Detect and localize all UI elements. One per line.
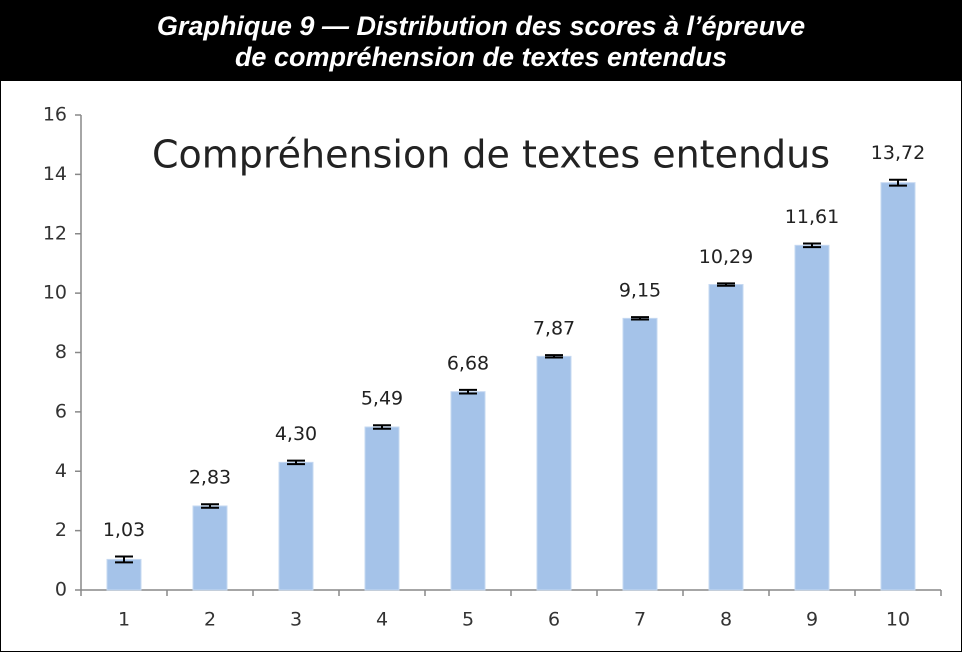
data-label: 13,72 bbox=[871, 142, 925, 164]
bar bbox=[708, 284, 744, 591]
bar bbox=[192, 505, 228, 591]
header-title: Graphique 9 — Distribution des scores à … bbox=[1, 1, 961, 81]
bar bbox=[794, 244, 830, 591]
data-label: 2,83 bbox=[189, 467, 231, 489]
x-tick-label: 4 bbox=[376, 609, 388, 631]
bar bbox=[536, 355, 572, 591]
x-tick-label: 2 bbox=[204, 609, 216, 631]
bar bbox=[278, 461, 314, 591]
x-tick-label: 10 bbox=[886, 609, 910, 631]
x-tick-label: 8 bbox=[720, 609, 732, 631]
data-label: 10,29 bbox=[699, 246, 753, 268]
y-tick-label: 2 bbox=[55, 519, 67, 541]
y-tick-label: 8 bbox=[55, 341, 67, 363]
data-label: 7,87 bbox=[533, 318, 575, 340]
y-tick-label: 10 bbox=[43, 282, 67, 304]
data-label: 1,03 bbox=[103, 519, 145, 541]
data-label: 5,49 bbox=[361, 388, 403, 410]
y-tick-label: 16 bbox=[43, 104, 67, 126]
chart: Compréhension de textes entendus 0 2 4 6 8 10… bbox=[43, 104, 942, 631]
bar bbox=[364, 426, 400, 591]
data-label: 9,15 bbox=[619, 280, 661, 302]
data-label: 6,68 bbox=[447, 352, 489, 374]
bar bbox=[450, 391, 486, 591]
x-tick-label: 1 bbox=[118, 609, 130, 631]
data-label: 4,30 bbox=[275, 423, 317, 445]
x-tick-label: 6 bbox=[548, 609, 560, 631]
bar bbox=[106, 558, 142, 591]
y-tick-label: 6 bbox=[55, 400, 67, 422]
x-tick-label: 3 bbox=[290, 609, 302, 631]
y-tick-label: 12 bbox=[43, 222, 67, 244]
chart-title: Compréhension de textes entendus bbox=[152, 133, 830, 177]
y-tick-label: 4 bbox=[55, 460, 67, 482]
y-tick-label: 14 bbox=[43, 163, 67, 185]
bar bbox=[622, 317, 658, 591]
data-label: 11,61 bbox=[785, 206, 839, 228]
x-tick-label: 7 bbox=[634, 609, 646, 631]
x-tick-label: 9 bbox=[806, 609, 818, 631]
bar bbox=[880, 182, 916, 591]
x-tick-label: 5 bbox=[462, 609, 474, 631]
y-tick-label: 0 bbox=[55, 579, 67, 601]
